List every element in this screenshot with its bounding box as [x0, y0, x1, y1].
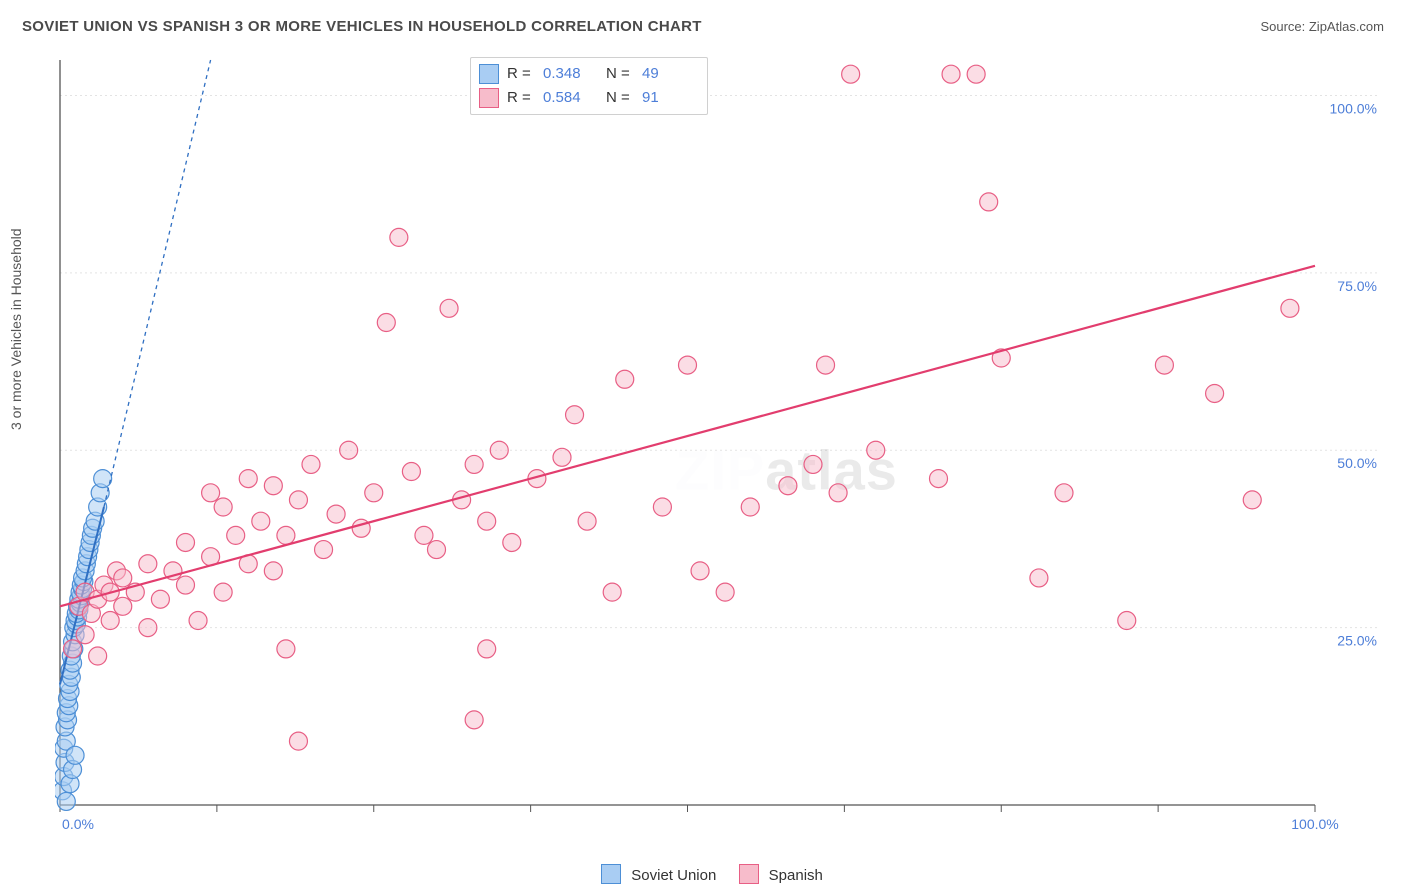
legend-n-value: 49: [642, 62, 697, 86]
chart-title: SOVIET UNION VS SPANISH 3 OR MORE VEHICL…: [22, 18, 702, 35]
legend-r-label: R =: [507, 62, 535, 86]
legend-n-label: N =: [606, 86, 634, 110]
svg-text:100.0%: 100.0%: [1330, 100, 1377, 116]
svg-text:50.0%: 50.0%: [1337, 455, 1377, 471]
svg-text:75.0%: 75.0%: [1337, 278, 1377, 294]
chart-header: SOVIET UNION VS SPANISH 3 OR MORE VEHICL…: [22, 18, 1384, 35]
source-prefix: Source:: [1260, 19, 1308, 34]
legend-top: R = 0.348 N = 49 R = 0.584 N = 91: [470, 57, 708, 115]
legend-swatch-soviet-icon: [601, 864, 621, 884]
legend-r-value: 0.348: [543, 62, 598, 86]
svg-text:25.0%: 25.0%: [1337, 633, 1377, 649]
plot-svg: 25.0%50.0%75.0%100.0%0.0%100.0%ZIPatlas: [55, 55, 1385, 845]
legend-swatch-spanish-icon: [739, 864, 759, 884]
legend-swatch-spanish-icon: [479, 88, 499, 108]
svg-text:0.0%: 0.0%: [62, 816, 94, 832]
legend-n-value: 91: [642, 86, 697, 110]
legend-row-spanish: R = 0.584 N = 91: [479, 86, 697, 110]
chart-source: Source: ZipAtlas.com: [1260, 19, 1384, 34]
legend-r-value: 0.584: [543, 86, 598, 110]
y-axis-label: 3 or more Vehicles in Household: [8, 228, 24, 430]
svg-text:100.0%: 100.0%: [1291, 816, 1338, 832]
legend-label-spanish: Spanish: [769, 867, 823, 884]
scatter-plot: 25.0%50.0%75.0%100.0%0.0%100.0%ZIPatlas: [55, 55, 1385, 845]
legend-row-soviet: R = 0.348 N = 49: [479, 62, 697, 86]
legend-r-label: R =: [507, 86, 535, 110]
legend-bottom: Soviet Union Spanish: [0, 864, 1406, 884]
legend-n-label: N =: [606, 62, 634, 86]
legend-label-soviet: Soviet Union: [631, 867, 716, 884]
source-name: ZipAtlas.com: [1309, 19, 1384, 34]
legend-swatch-soviet-icon: [479, 64, 499, 84]
